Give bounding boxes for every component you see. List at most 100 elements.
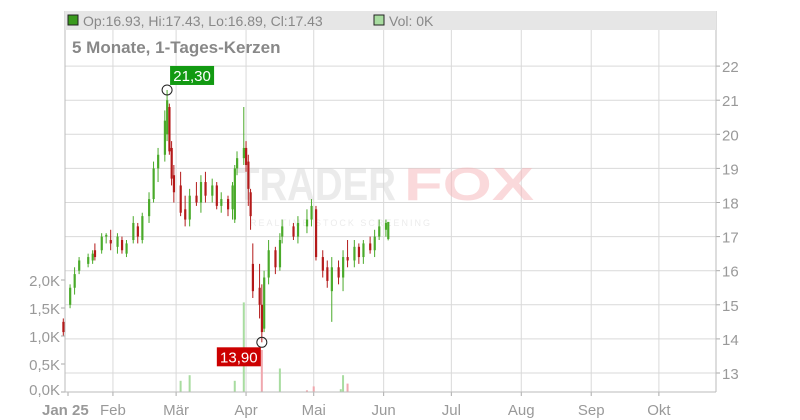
candle-body — [109, 240, 112, 244]
candle-body — [141, 216, 144, 241]
candle — [152, 161, 155, 203]
candle — [78, 257, 81, 275]
x-tick-label: Jun — [372, 402, 396, 419]
candle-body — [281, 226, 284, 237]
candle — [373, 229, 376, 258]
volume-tick-label: 0,5K — [29, 357, 60, 374]
candle-body — [233, 168, 236, 220]
candle-body — [292, 226, 295, 237]
x-tick-label: Sep — [578, 402, 605, 419]
volume-swatch-icon — [373, 14, 385, 26]
candle — [245, 141, 248, 172]
candle-body — [211, 185, 214, 196]
candle — [199, 175, 203, 213]
candle — [357, 243, 361, 264]
price-tick-label: 13 — [722, 366, 739, 383]
candle-body — [69, 287, 72, 305]
candle-body — [342, 257, 345, 278]
candle-body — [78, 260, 81, 271]
price-tick-label: 14 — [722, 332, 739, 349]
candle — [125, 240, 128, 258]
candle — [353, 240, 356, 268]
volume-tick-label: 0,0K — [29, 382, 60, 399]
watermark-tagline: REALTIME STOCK SCREENING — [250, 218, 430, 228]
grid — [65, 11, 716, 392]
candle — [369, 236, 372, 254]
candle-body — [310, 205, 313, 220]
candle — [233, 164, 236, 223]
candle — [195, 182, 198, 206]
candle-body — [251, 263, 255, 292]
candle-body — [136, 226, 139, 237]
candle — [179, 171, 182, 217]
volume-bar — [179, 380, 182, 392]
candle — [220, 192, 223, 213]
volume-bar — [312, 386, 315, 392]
candle-body — [93, 250, 97, 258]
candle — [157, 147, 160, 183]
candle — [204, 171, 207, 203]
candle-body — [373, 236, 376, 251]
candle — [258, 263, 261, 319]
candle-body — [148, 199, 151, 217]
candle-body — [152, 168, 155, 200]
candle-body — [220, 199, 223, 206]
candle — [120, 236, 124, 254]
volume-bar — [346, 383, 349, 392]
volume-tick-label: 1,0K — [29, 329, 60, 346]
x-tick-label: Aug — [508, 402, 535, 419]
candle-body — [274, 250, 277, 268]
candle — [387, 221, 390, 241]
candle — [278, 233, 282, 271]
candle — [314, 205, 318, 261]
candle — [330, 257, 333, 322]
candle — [188, 188, 191, 227]
header-bar — [65, 11, 716, 30]
candle-body — [204, 182, 207, 196]
candle — [321, 250, 324, 278]
price-tick-label: 16 — [722, 264, 739, 281]
candle-body — [357, 246, 361, 258]
candle-body — [260, 304, 264, 333]
candle — [342, 250, 345, 292]
candle — [148, 192, 151, 223]
candle — [136, 222, 139, 244]
candle — [184, 195, 187, 227]
volume-bars — [179, 302, 349, 392]
candle — [73, 267, 76, 295]
candle-body — [199, 182, 203, 203]
price-tick-label: 20 — [722, 127, 739, 144]
candle — [305, 209, 309, 234]
candle — [100, 233, 103, 254]
candle-body — [226, 199, 230, 210]
candle — [310, 199, 313, 227]
candle — [168, 103, 171, 155]
volume-bar — [188, 375, 191, 392]
chart-title: 5 Monate, 1-Tages-Kerzen — [72, 38, 280, 57]
candle — [263, 270, 266, 333]
candle-body — [353, 246, 356, 261]
candle — [296, 216, 300, 244]
candle-body — [296, 222, 300, 237]
candle — [69, 284, 72, 309]
candle-body — [91, 253, 94, 261]
x-tick-label: Jan 25 — [42, 402, 89, 419]
candle — [362, 240, 365, 264]
candle-body — [105, 234, 108, 237]
candle — [378, 219, 381, 241]
volume-bar — [278, 368, 281, 392]
candle-body — [231, 185, 234, 210]
candle — [163, 110, 167, 162]
candle — [91, 250, 94, 264]
candle-body — [330, 267, 333, 292]
candle — [251, 243, 255, 298]
candle-body — [157, 154, 160, 169]
price-tick-label: 15 — [722, 298, 739, 315]
candle — [105, 233, 108, 244]
candle — [62, 318, 65, 336]
candle-body — [179, 185, 182, 213]
candle-body — [116, 236, 119, 247]
candle — [231, 182, 234, 220]
price-tick-label: 22 — [722, 59, 739, 76]
candle — [109, 229, 112, 251]
